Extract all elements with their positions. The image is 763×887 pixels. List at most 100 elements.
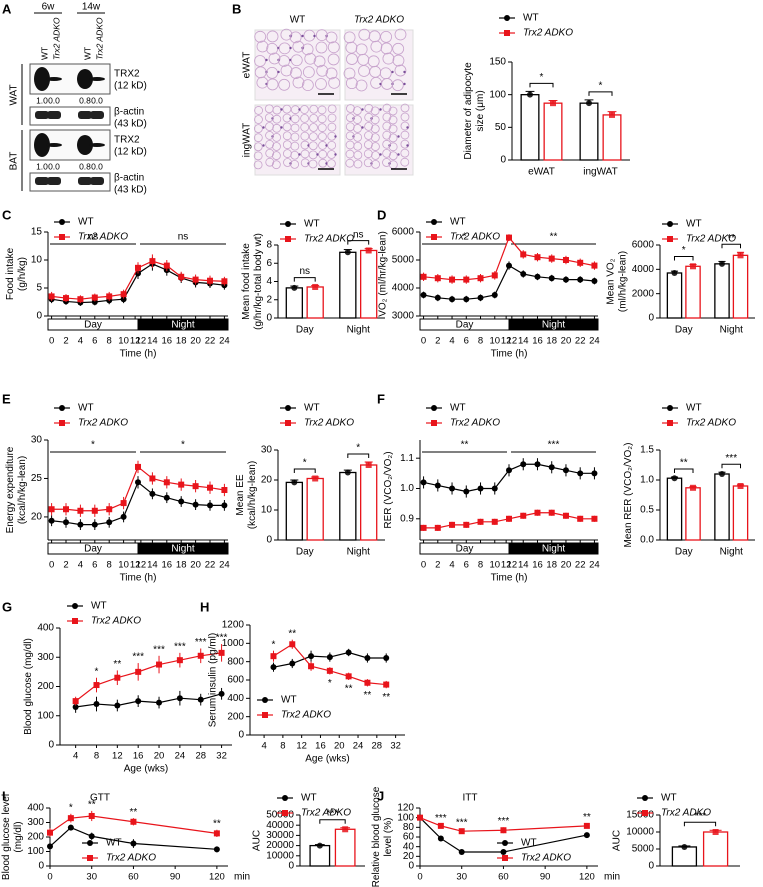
cell xyxy=(382,103,392,113)
x-tick-label: 18 xyxy=(176,336,187,347)
data-point xyxy=(207,502,213,509)
y-axis-label: Food intake xyxy=(5,247,16,300)
x-tick-label: 32 xyxy=(390,741,401,752)
y-tick-label: 20 xyxy=(261,475,273,486)
y-tick-label: 100 xyxy=(37,710,54,721)
significance: *** xyxy=(195,637,207,648)
actin-band xyxy=(47,111,61,119)
x-tick-label: 12 xyxy=(507,560,518,571)
x-axis-label: Time (h) xyxy=(491,349,528,360)
y-tick-label: 4 xyxy=(266,276,272,287)
cell xyxy=(300,105,309,114)
chart-title: GTT xyxy=(90,793,110,804)
period-label: Day xyxy=(84,544,102,555)
time-point: 14w xyxy=(82,2,101,13)
y-axis-label: (kcal/h/kg-lean) xyxy=(247,461,258,529)
actin-band xyxy=(35,177,49,185)
time-point: 6w xyxy=(42,2,56,13)
cell xyxy=(364,103,374,113)
legend-marker xyxy=(502,840,508,846)
panel-letter: F xyxy=(377,391,385,406)
bar-dot xyxy=(671,475,678,482)
bar-dot xyxy=(609,111,616,118)
cell xyxy=(388,115,398,125)
cell xyxy=(370,40,383,53)
cell xyxy=(388,106,398,116)
period-label: Day xyxy=(456,320,474,331)
significance: * xyxy=(463,232,467,243)
nucleus xyxy=(334,153,337,156)
cell xyxy=(278,78,291,91)
significance: *** xyxy=(327,808,339,819)
nucleus xyxy=(397,135,400,138)
significance-bracket xyxy=(721,463,742,469)
data-point xyxy=(192,501,199,508)
data-point xyxy=(135,479,141,486)
nucleus xyxy=(262,126,265,129)
cell xyxy=(388,142,398,152)
significance-bracket xyxy=(347,240,370,245)
legend-label: Trx2 ADKO xyxy=(106,853,156,864)
cell xyxy=(327,53,340,66)
y-tick-label: 4000 xyxy=(632,264,655,275)
legend-marker xyxy=(262,712,268,718)
data-point xyxy=(562,467,569,474)
x-tick-label: 24 xyxy=(175,751,186,762)
data-point xyxy=(458,848,465,855)
y-tick-label: 15000 xyxy=(626,810,654,821)
panel-letter: H xyxy=(200,599,209,614)
cell xyxy=(370,124,380,134)
x-tick-label: 0 xyxy=(421,560,426,571)
cell xyxy=(327,104,337,114)
significance-bracket xyxy=(588,91,613,96)
period-label: Night xyxy=(542,544,566,555)
x-tick-label: 6 xyxy=(464,560,469,571)
data-point xyxy=(548,464,555,471)
x-unit: min xyxy=(604,872,620,883)
x-tick-label: 24 xyxy=(219,560,230,571)
y-tick-label: 5000 xyxy=(632,844,655,855)
cell xyxy=(325,31,338,44)
x-tick-label: 10 xyxy=(489,560,500,571)
data-point xyxy=(591,470,598,477)
cell xyxy=(400,130,410,140)
cell xyxy=(283,158,292,167)
nucleus xyxy=(406,144,409,147)
x-tick-label: 2 xyxy=(63,560,68,571)
significance: * xyxy=(181,440,185,451)
y-tick-label: 0 xyxy=(36,311,42,322)
data-point xyxy=(534,254,541,261)
cell xyxy=(265,157,275,167)
data-point xyxy=(270,664,277,671)
x-tick-label: 2 xyxy=(435,560,440,571)
y-tick-label: 30 xyxy=(31,435,43,446)
y-tick-label: 3000 xyxy=(392,311,415,322)
cell xyxy=(313,55,326,68)
cell xyxy=(327,122,337,132)
legend-label: Trx2 ADKO xyxy=(523,28,573,39)
x-tick-label: 6 xyxy=(464,336,469,347)
cell xyxy=(371,142,380,151)
legend-label: WT xyxy=(686,403,702,414)
cell xyxy=(272,142,281,151)
y-tick-label: 400 xyxy=(27,803,44,814)
bar xyxy=(285,287,303,319)
y-axis-label: Diameter of adipocyte xyxy=(463,62,474,160)
data-point xyxy=(106,293,113,300)
nucleus xyxy=(379,82,382,86)
x-tick-label: 120 xyxy=(579,872,595,883)
cell xyxy=(271,160,281,170)
legend-marker xyxy=(59,219,65,225)
panel-letter: G xyxy=(2,599,12,614)
cell xyxy=(272,133,281,142)
legend-marker xyxy=(87,855,93,861)
data-point xyxy=(548,509,555,516)
data-point xyxy=(562,276,569,283)
legend-label: WT xyxy=(304,403,320,414)
x-tick-label: 22 xyxy=(205,560,216,571)
cell xyxy=(316,64,329,77)
blot-band xyxy=(46,143,62,147)
cell xyxy=(318,149,328,159)
x-tick-label: 0 xyxy=(421,336,426,347)
y-tick-label: 0 xyxy=(48,740,54,751)
